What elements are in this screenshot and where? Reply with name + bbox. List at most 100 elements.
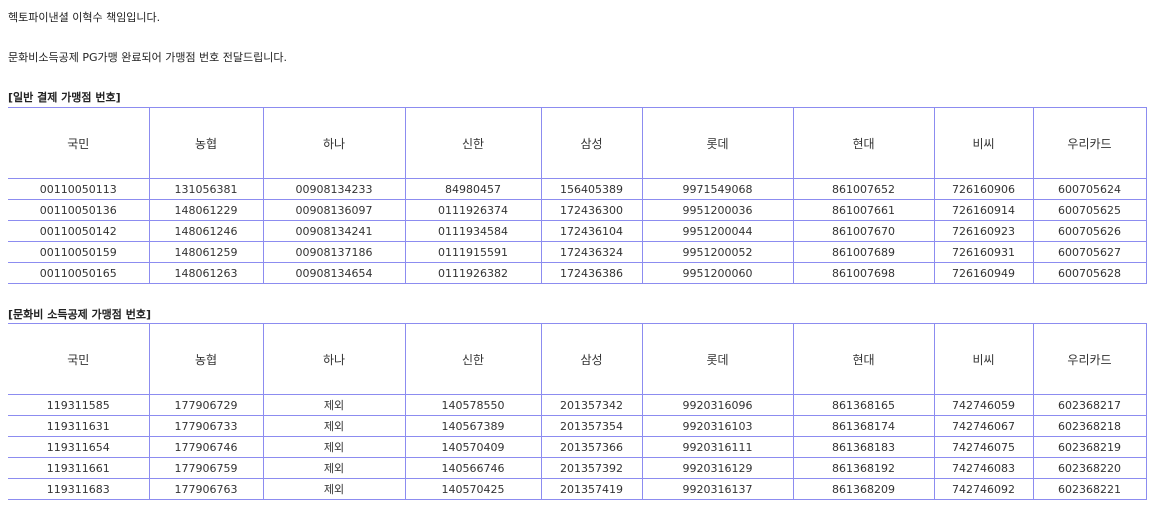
table-cell: 861007670 [792, 220, 935, 242]
column-header: 농협 [148, 107, 264, 179]
table-cell: 861368165 [792, 394, 935, 416]
table-cell: 742746067 [933, 415, 1034, 437]
table-cell: 제외 [262, 457, 406, 479]
table-cell: 131056381 [148, 178, 264, 200]
table-cell: 9920316129 [641, 457, 794, 479]
table-cell: 00908134654 [262, 262, 406, 284]
table-cell: 177906759 [148, 457, 264, 479]
table-cell: 148061229 [148, 199, 264, 221]
table-cell: 140570409 [404, 436, 542, 458]
table-cell: 제외 [262, 415, 406, 437]
table-cell: 201357342 [540, 394, 643, 416]
table-cell: 156405389 [540, 178, 643, 200]
table-cell: 00110050165 [8, 262, 150, 284]
table-row: 00110050165 148061263 00908134654 011192638… [8, 262, 1147, 284]
table-cell: 602368219 [1032, 436, 1147, 458]
table-cell: 148061263 [148, 262, 264, 284]
table-cell: 201357354 [540, 415, 643, 437]
table-cell: 140566746 [404, 457, 542, 479]
table-cell: 140567389 [404, 415, 542, 437]
table-cell: 861368183 [792, 436, 935, 458]
column-header: 신한 [404, 323, 542, 395]
table-cell: 726160949 [933, 262, 1034, 284]
table-cell: 742746059 [933, 394, 1034, 416]
table-cell: 00908134233 [262, 178, 406, 200]
general-merchant-table: 국민 농협 하나 신한 삼성 롯데 현대 비씨 우리카드 00110050113 131056381… [8, 107, 1147, 284]
table-cell: 9951200060 [641, 262, 794, 284]
table-cell: 119311654 [8, 436, 150, 458]
table-row: 00110050113 131056381 00908134233 84980457 1… [8, 178, 1147, 200]
table-cell: 600705624 [1032, 178, 1147, 200]
table-cell: 177906733 [148, 415, 264, 437]
table-cell: 0111915591 [404, 241, 542, 263]
table-cell: 600705627 [1032, 241, 1147, 263]
table-cell: 119311661 [8, 457, 150, 479]
table-row: 00110050142 148061246 00908134241 011193458… [8, 220, 1147, 242]
greeting-text: 헥토파이낸셜 이혁수 책임입니다. [8, 11, 161, 24]
table-cell: 9920316103 [641, 415, 794, 437]
table-cell: 742746092 [933, 478, 1034, 500]
culture-deduction-merchant-title: [문화비 소득공제 가맹점 번호] [8, 308, 151, 321]
column-header: 롯데 [641, 107, 794, 179]
table-cell: 602368220 [1032, 457, 1147, 479]
table-cell: 9920316096 [641, 394, 794, 416]
table-cell: 119311683 [8, 478, 150, 500]
table-cell: 861368192 [792, 457, 935, 479]
table-cell: 726160923 [933, 220, 1034, 242]
header-row: 국민 농협 하나 신한 삼성 롯데 현대 비씨 우리카드 [8, 323, 1147, 395]
table-cell: 742746075 [933, 436, 1034, 458]
table-cell: 00908134241 [262, 220, 406, 242]
table-cell: 172436300 [540, 199, 643, 221]
column-header: 우리카드 [1032, 107, 1147, 179]
table-row: 119311631 177906733 제외 140567389 201357354 99… [8, 415, 1147, 437]
column-header: 비씨 [933, 107, 1034, 179]
table-cell: 148061259 [148, 241, 264, 263]
table-cell: 00908136097 [262, 199, 406, 221]
table-cell: 861007661 [792, 199, 935, 221]
column-header: 비씨 [933, 323, 1034, 395]
table-cell: 9920316137 [641, 478, 794, 500]
table-cell: 9951200052 [641, 241, 794, 263]
table-cell: 0111934584 [404, 220, 542, 242]
table-cell: 600705625 [1032, 199, 1147, 221]
table-cell: 제외 [262, 436, 406, 458]
column-header: 삼성 [540, 323, 643, 395]
table-cell: 177906729 [148, 394, 264, 416]
table-cell: 제외 [262, 394, 406, 416]
column-header: 현대 [792, 323, 935, 395]
table-cell: 600705628 [1032, 262, 1147, 284]
table-cell: 201357419 [540, 478, 643, 500]
table-cell: 9951200036 [641, 199, 794, 221]
message-text: 문화비소득공제 PG가맹 완료되어 가맹점 번호 전달드립니다. [8, 51, 288, 64]
table-cell: 148061246 [148, 220, 264, 242]
table-cell: 0111926374 [404, 199, 542, 221]
column-header: 하나 [262, 323, 406, 395]
table-cell: 00110050136 [8, 199, 150, 221]
table-cell: 201357392 [540, 457, 643, 479]
table-cell: 742746083 [933, 457, 1034, 479]
column-header: 국민 [8, 323, 150, 395]
table-cell: 177906763 [148, 478, 264, 500]
table-row: 00110050159 148061259 00908137186 011191559… [8, 241, 1147, 263]
table-cell: 861007689 [792, 241, 935, 263]
table-cell: 861007698 [792, 262, 935, 284]
culture-deduction-merchant-table: 국민 농협 하나 신한 삼성 롯데 현대 비씨 우리카드 119311585 177906729 제외… [8, 323, 1147, 500]
table-row: 119311683 177906763 제외 140570425 201357419 99… [8, 478, 1147, 500]
table-cell: 84980457 [404, 178, 542, 200]
table-row: 119311661 177906759 제외 140566746 201357392 99… [8, 457, 1147, 479]
column-header: 농협 [148, 323, 264, 395]
table-cell: 600705626 [1032, 220, 1147, 242]
table-cell: 9971549068 [641, 178, 794, 200]
table-row: 119311654 177906746 제외 140570409 201357366 99… [8, 436, 1147, 458]
table-cell: 602368218 [1032, 415, 1147, 437]
table-cell: 119311631 [8, 415, 150, 437]
table-cell: 140578550 [404, 394, 542, 416]
column-header: 현대 [792, 107, 935, 179]
table-cell: 제외 [262, 478, 406, 500]
column-header: 하나 [262, 107, 406, 179]
table-cell: 861368174 [792, 415, 935, 437]
table-cell: 140570425 [404, 478, 542, 500]
table-cell: 726160906 [933, 178, 1034, 200]
table-cell: 9920316111 [641, 436, 794, 458]
table-cell: 177906746 [148, 436, 264, 458]
